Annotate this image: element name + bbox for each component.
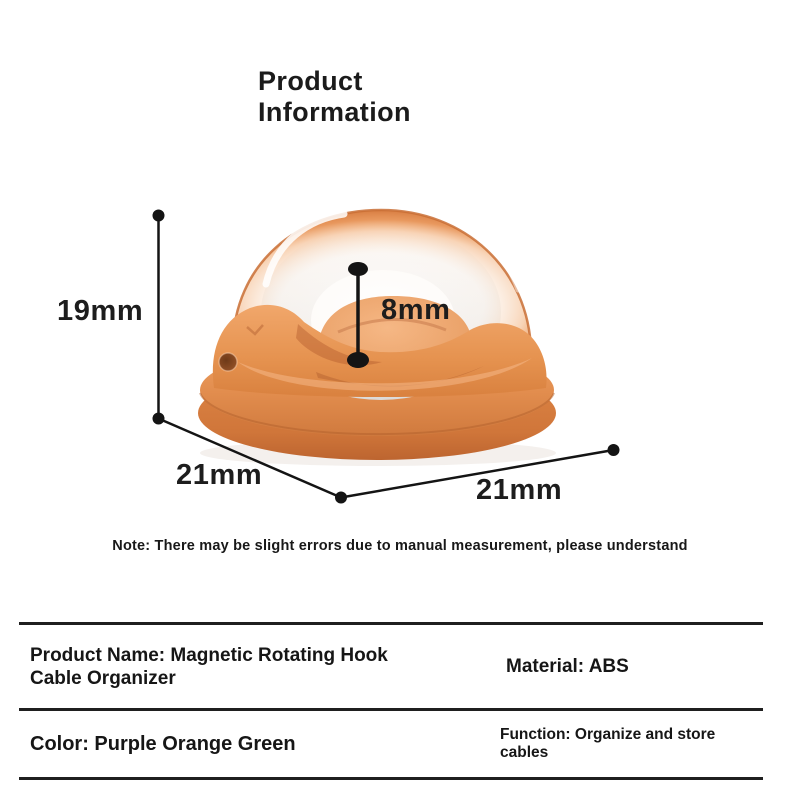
- depth-dimension-label: 21mm: [176, 459, 263, 491]
- table-rule-top: [19, 622, 763, 625]
- dim-dot: [607, 444, 620, 456]
- side-hole: [218, 352, 238, 372]
- body-saddle-shadow: [296, 324, 382, 366]
- dimension-lines: [152, 209, 620, 504]
- base-groove: [199, 392, 555, 436]
- cable-organizer-illustration: [198, 208, 556, 466]
- measurement-note: Note: There may be slight errors due to …: [112, 538, 688, 554]
- table-rule-bottom: [19, 777, 763, 780]
- dim-dot: [347, 352, 369, 368]
- dome-gloss-right: [485, 241, 521, 293]
- spec-row-name-material: Product Name: Magnetic Rotating Hook Cab…: [19, 625, 763, 708]
- page-title-line2: Information: [258, 97, 411, 127]
- spec-color: Color: Purple Orange Green: [30, 732, 296, 755]
- body-highlight: [238, 358, 532, 391]
- spec-material: Material: ABS: [506, 655, 629, 677]
- spec-table: Product Name: Magnetic Rotating Hook Cab…: [19, 622, 763, 780]
- dim-dot: [152, 209, 165, 222]
- depth-dimension-line: [159, 417, 342, 499]
- dim-dot: [348, 262, 368, 276]
- inner-dimension-label: 8mm: [381, 294, 451, 326]
- height-dimension-label: 19mm: [57, 295, 144, 327]
- spec-product-name: Product Name: Magnetic Rotating Hook Cab…: [30, 644, 388, 689]
- page-title: Product Information: [258, 66, 411, 128]
- spec-function: Function: Organize and store cables: [500, 726, 716, 761]
- body-front: [212, 304, 547, 397]
- dome-gloss-left: [262, 210, 348, 288]
- page-title-line1: Product: [258, 66, 363, 96]
- table-rule-middle: [19, 708, 763, 711]
- width-dimension-label: 21mm: [476, 474, 563, 506]
- dim-dot: [152, 412, 165, 425]
- spec-row-color-function: Color: Purple Orange Green Function: Org…: [19, 711, 763, 777]
- shoulder-notch: [246, 324, 264, 336]
- width-dimension-line: [340, 448, 614, 499]
